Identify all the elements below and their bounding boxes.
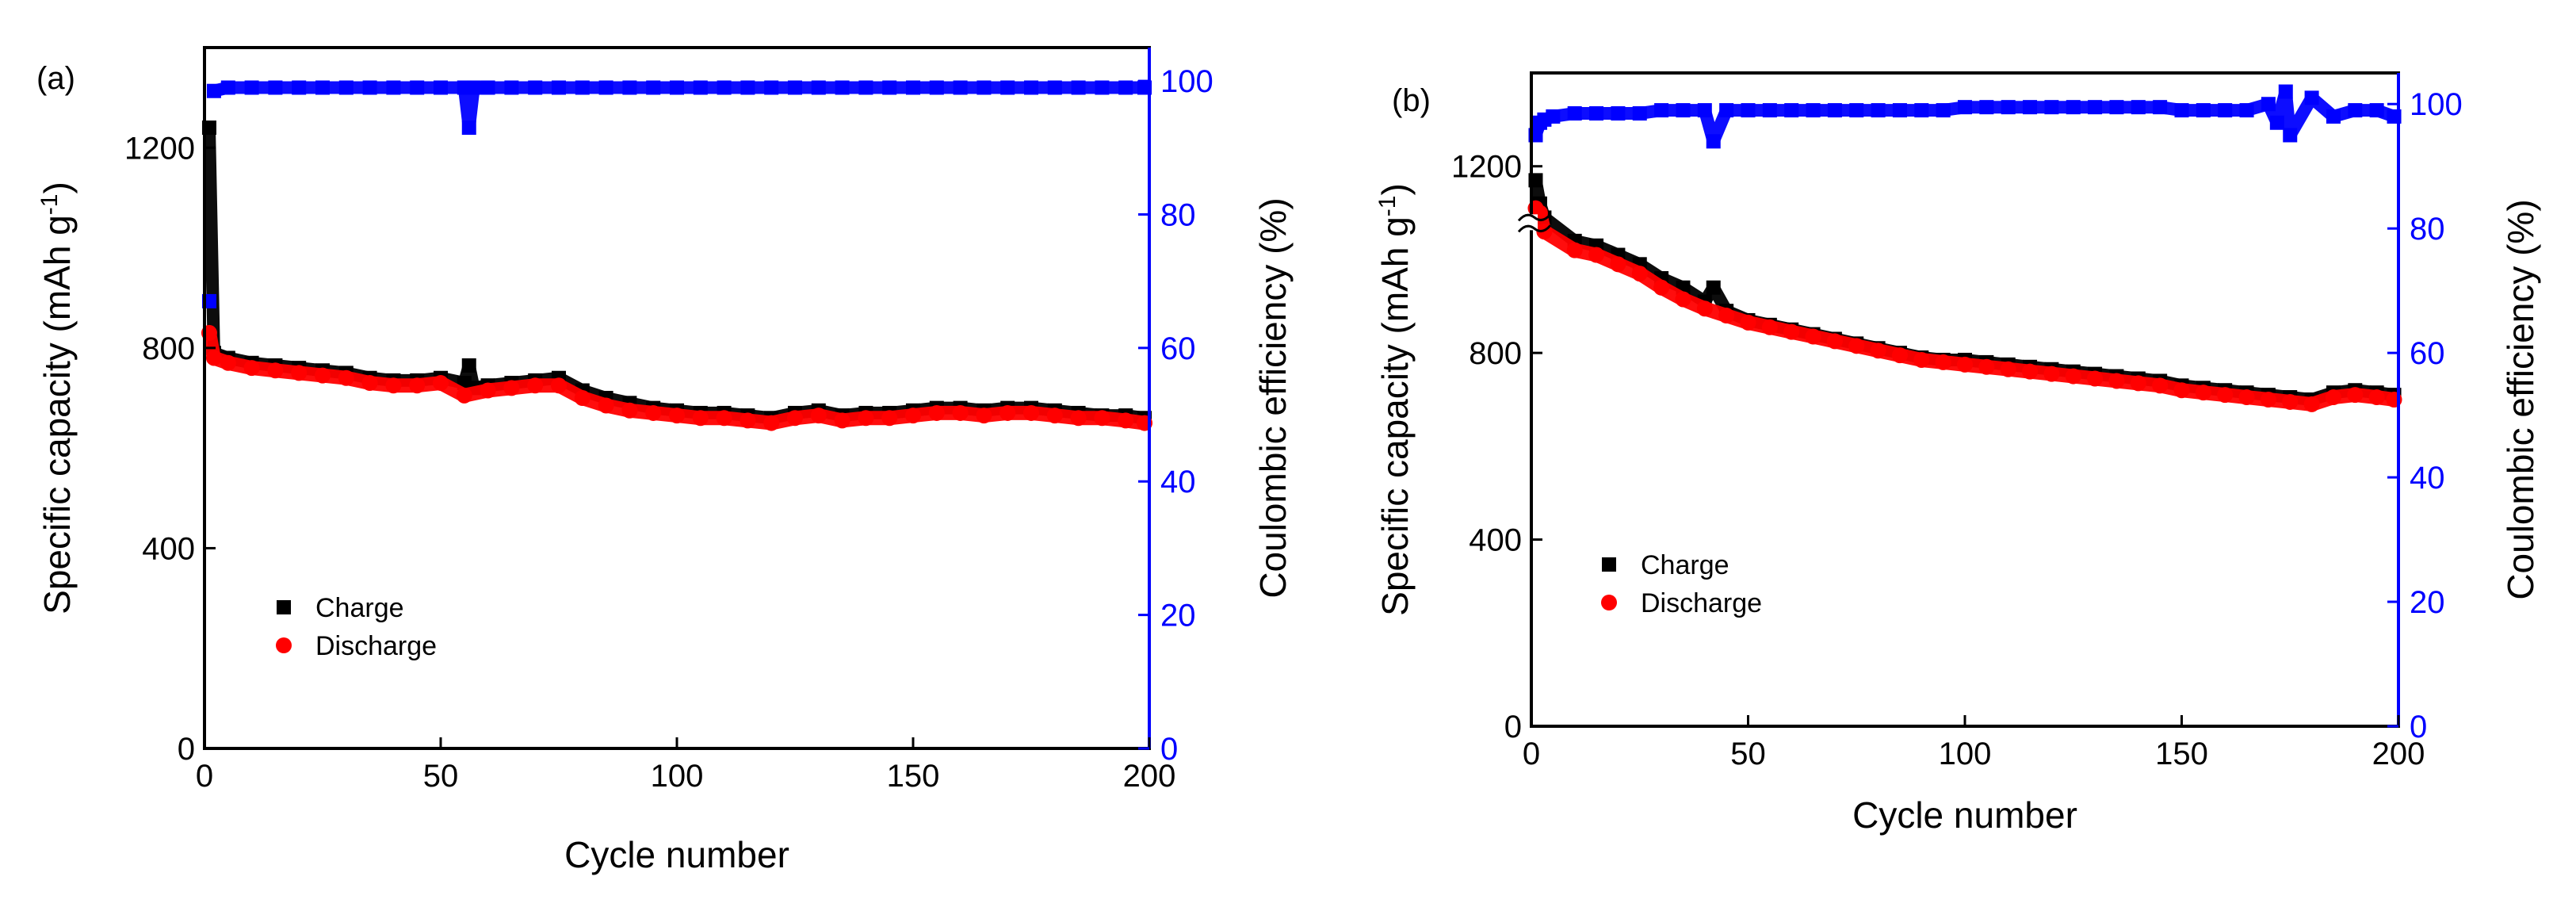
panel-a-legend-charge-marker	[277, 600, 291, 614]
panel-a-legend-discharge-marker	[276, 637, 292, 653]
panel-a-legend-charge-label: Charge	[315, 593, 404, 623]
panel-b-x-tick-label: 100	[1939, 737, 1992, 771]
panel-a-legend: Charge Discharge	[276, 593, 437, 661]
panel-a-y-right-tick-label: 80	[1160, 197, 1196, 232]
panel-b-data-marks	[1527, 84, 2402, 412]
panel-a-y-right-tick-label: 20	[1160, 599, 1196, 633]
panel-b-x-tick-label: 150	[2155, 737, 2208, 771]
panel-a-y-left-tick-label: 1200	[124, 131, 195, 166]
panel-a-x-tick-label: 200	[1123, 759, 1176, 794]
panel-b-y-right-tick-label: 0	[2410, 710, 2427, 744]
panel-b-y-right-tick-label: 60	[2410, 336, 2445, 371]
panel-b-y-left-tick-label: 0	[1504, 710, 1522, 744]
panel-a-y-right-tick-label: 60	[1160, 331, 1196, 366]
panel-b-x-tick-label: 50	[1730, 737, 1766, 771]
panel-b-discharge-series-band	[1528, 201, 2402, 411]
panel-b-y-left-title-main: Specific capacity (mAh g	[1374, 216, 1416, 616]
panel-b-y-right-tick-label: 20	[2410, 585, 2445, 620]
panel-b-y-left-title-superscript: -1	[1374, 195, 1401, 216]
panel-b-y-left-tick-label: 400	[1469, 523, 1522, 558]
panel-b-axis-break	[1517, 213, 1552, 233]
panel-a-x-tick-label: 150	[887, 759, 940, 794]
panel-b-y-right-tick-label: 80	[2410, 212, 2445, 247]
panel-a-y-right-tick-label: 100	[1160, 64, 1213, 99]
panel-b-legend: Charge Discharge	[1601, 550, 1762, 618]
panel-a-y-left-title-close: )	[36, 182, 78, 193]
panel-a-legend-discharge-label: Discharge	[315, 631, 437, 661]
panel-b-legend-discharge-label: Discharge	[1641, 588, 1762, 618]
panel-a-y-left-tick-label: 0	[178, 732, 195, 767]
panel-a-y-right-tick-label: 40	[1160, 465, 1196, 499]
panel-b-y-right-tick-label: 100	[2410, 87, 2463, 122]
panel-a-y-left-axis-title: Specific capacity (mAh g-1)	[36, 182, 78, 614]
panel-b-legend-charge-label: Charge	[1641, 550, 1729, 580]
panel-b-x-tick-label: 200	[2372, 737, 2425, 771]
panel-b-y-left-tick-label: 1200	[1451, 150, 1522, 185]
panel-a-coulombic-efficiency-series-band	[207, 81, 1151, 134]
panel-a-x-tick-label: 100	[651, 759, 704, 794]
panel-b-y-left-title-close: )	[1374, 183, 1416, 195]
panel-b-axis-break-mark	[1517, 213, 1552, 222]
panel-a-y-left-title-main: Specific capacity (mAh g	[36, 215, 78, 614]
panel-a-y-right-tick-label: 0	[1160, 732, 1178, 767]
panel-b-x-tick-label: 0	[1523, 737, 1540, 771]
panel-b-y-right-tick-label: 40	[2410, 461, 2445, 496]
panel-a-y-left-tick-label: 800	[142, 331, 195, 366]
panel-a-discharge-series-band	[202, 325, 1152, 431]
panel-b-label: (b)	[1392, 83, 1431, 118]
panel-b-y-left-axis-title: Specific capacity (mAh g-1)	[1374, 183, 1416, 616]
panel-a-x-tick-label: 50	[423, 759, 459, 794]
panel-b-y-left-tick-label: 800	[1469, 336, 1522, 371]
panel-a-y-left-title-superscript: -1	[36, 193, 63, 215]
panel-b-legend-discharge-marker	[1601, 595, 1617, 610]
panel-b-y-right-axis-title: Coulombic efficiency (%)	[2500, 199, 2541, 599]
panel-b-legend-charge-marker	[1602, 557, 1616, 572]
panel-a-data-marks	[201, 80, 1153, 431]
panel-a-y-left-tick-label: 400	[142, 531, 195, 566]
panel-a-y-right-axis-title: Coulombic efficiency (%)	[1252, 197, 1294, 598]
panel-a-label: (a)	[36, 61, 75, 96]
panel-b-axis-break-mark	[1517, 224, 1552, 233]
panel-b-coulombic-efficiency-series-band	[1529, 85, 2401, 148]
panel-a-x-axis-title: Cycle number	[564, 834, 789, 875]
panel-b-x-axis-title: Cycle number	[1852, 794, 2077, 836]
panel-a-x-tick-label: 0	[196, 759, 213, 794]
